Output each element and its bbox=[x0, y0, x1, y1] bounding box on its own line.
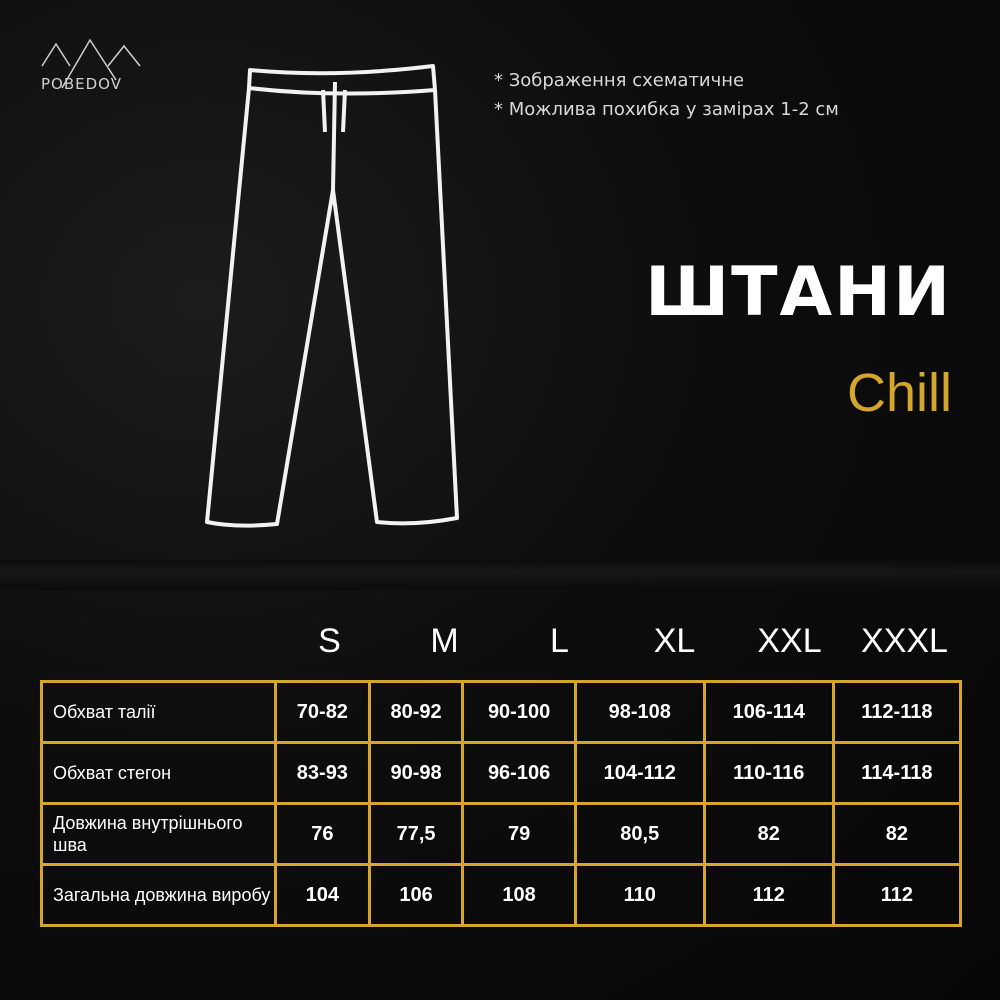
pants-sketch bbox=[205, 64, 459, 528]
table-cell: 104-112 bbox=[573, 741, 706, 805]
table-cell: 70-82 bbox=[274, 680, 371, 744]
size-header: S M L XL XXL XXXL bbox=[272, 622, 962, 661]
row-label: Обхват стегон bbox=[40, 741, 277, 805]
table-row: Загальна довжина виробу 104 106 108 110 112 11… bbox=[40, 863, 963, 927]
table-cell: 82 bbox=[702, 802, 835, 866]
table-row: Обхват стегон 83-93 90-98 96-106 104-112 110-… bbox=[40, 741, 963, 805]
table-cell: 106-114 bbox=[702, 680, 835, 744]
size-table: Обхват талії 70-82 80-92 90-100 98-108 106-11… bbox=[40, 680, 963, 927]
row-label: Довжина внутрішнього шва bbox=[40, 802, 277, 866]
size-label: XXXL bbox=[861, 622, 948, 660]
size-label: M bbox=[430, 622, 459, 660]
table-cell: 90-98 bbox=[367, 741, 465, 805]
product-title: ШТАНИ bbox=[645, 253, 952, 332]
table-cell: 112-118 bbox=[831, 680, 963, 744]
table-cell: 104 bbox=[274, 863, 371, 927]
note-schematic: * Зображення схематичне bbox=[494, 70, 745, 91]
paper-tear-divider bbox=[0, 560, 1000, 590]
table-cell: 96-106 bbox=[461, 741, 577, 805]
table-cell: 108 bbox=[461, 863, 577, 927]
table-row: Обхват талії 70-82 80-92 90-100 98-108 106-11… bbox=[40, 680, 963, 744]
brand-logo-text: POBEDOV bbox=[41, 75, 122, 93]
product-subtitle: Chill bbox=[846, 363, 952, 423]
table-cell: 79 bbox=[461, 802, 577, 866]
table-cell: 112 bbox=[831, 863, 963, 927]
table-cell: 83-93 bbox=[274, 741, 371, 805]
table-cell: 110-116 bbox=[702, 741, 835, 805]
row-label: Обхват талії bbox=[40, 680, 277, 744]
table-cell: 82 bbox=[831, 802, 963, 866]
table-cell: 76 bbox=[274, 802, 371, 866]
table-cell: 90-100 bbox=[461, 680, 577, 744]
size-label: S bbox=[318, 622, 341, 660]
table-cell: 80,5 bbox=[573, 802, 706, 866]
table-row: Довжина внутрішнього шва 76 77,5 79 80,5 82 82 bbox=[40, 802, 963, 866]
table-cell: 80-92 bbox=[367, 680, 465, 744]
table-cell: 112 bbox=[702, 863, 835, 927]
table-cell: 77,5 bbox=[367, 802, 465, 866]
note-measurement-error: * Можлива похибка у замірах 1-2 см bbox=[494, 99, 839, 120]
table-cell: 114-118 bbox=[831, 741, 963, 805]
row-label: Загальна довжина виробу bbox=[40, 863, 277, 927]
size-label: L bbox=[550, 622, 569, 660]
mountain-logo-icon bbox=[41, 38, 141, 89]
table-cell: 110 bbox=[573, 863, 706, 927]
table-cell: 106 bbox=[367, 863, 465, 927]
size-label: XXL bbox=[757, 622, 822, 660]
table-cell: 98-108 bbox=[573, 680, 706, 744]
size-label: XL bbox=[653, 622, 696, 660]
